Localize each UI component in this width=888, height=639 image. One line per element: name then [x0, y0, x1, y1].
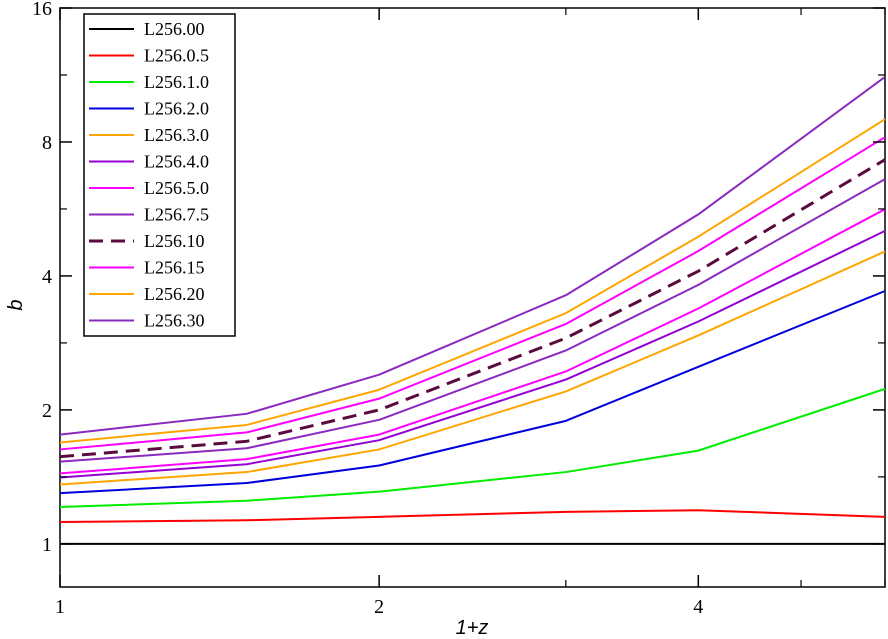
series-line-l256-20: [59, 118, 886, 444]
x-tick-label: 2: [374, 596, 384, 618]
y-tick-label: 2: [42, 400, 52, 422]
legend-label: L256.15: [144, 258, 205, 278]
series-line-l256-4-0: [59, 229, 886, 479]
legend-label: L256.20: [144, 284, 205, 304]
series-line-l256-7-5: [59, 178, 886, 463]
axes: 1 2 4 1 2 4 8 16: [32, 0, 886, 618]
series-line-l256-15: [59, 136, 886, 451]
x-tick-label: 4: [693, 596, 703, 618]
series-line-l256-2-0: [59, 290, 886, 495]
plot-area: [59, 7, 886, 588]
series-line-l256-5-0: [59, 208, 886, 475]
y-tick-label: 16: [32, 0, 52, 20]
x-tick-label: 1: [55, 596, 65, 618]
legend-label: L256.3.0: [144, 125, 209, 145]
legend-box: [83, 13, 236, 337]
plot-border: [59, 7, 886, 588]
legend-label: L256.00: [144, 19, 205, 39]
legend-label: L256.1.0: [144, 72, 209, 92]
y-axis-title: b: [5, 299, 27, 310]
legend-label: L256.0.5: [144, 46, 209, 66]
series-layer: [59, 76, 886, 545]
legend-label: L256.2.0: [144, 99, 209, 119]
series-line-l256-10: [59, 158, 886, 459]
legend-label: L256.5.0: [144, 178, 209, 198]
legend-label: L256.10: [144, 231, 205, 251]
y-tick-label: 1: [42, 534, 52, 556]
series-line-l256-0-5: [59, 509, 886, 523]
series-line-l256-3-0: [59, 250, 886, 486]
series-line-l256-30: [59, 76, 886, 436]
y-tick-label: 4: [42, 266, 52, 288]
series-line-l256-1-0: [59, 387, 886, 509]
legend-label: L256.30: [144, 311, 205, 331]
legend: L256.00 L256.0.5 L256.1.0 L256.2.0 L256.3.0 L…: [83, 13, 236, 337]
legend-label: L256.4.0: [144, 152, 209, 172]
y-tick-label: 8: [42, 132, 52, 154]
legend-label: L256.7.5: [144, 205, 209, 225]
x-axis-title: 1+z: [456, 617, 489, 639]
